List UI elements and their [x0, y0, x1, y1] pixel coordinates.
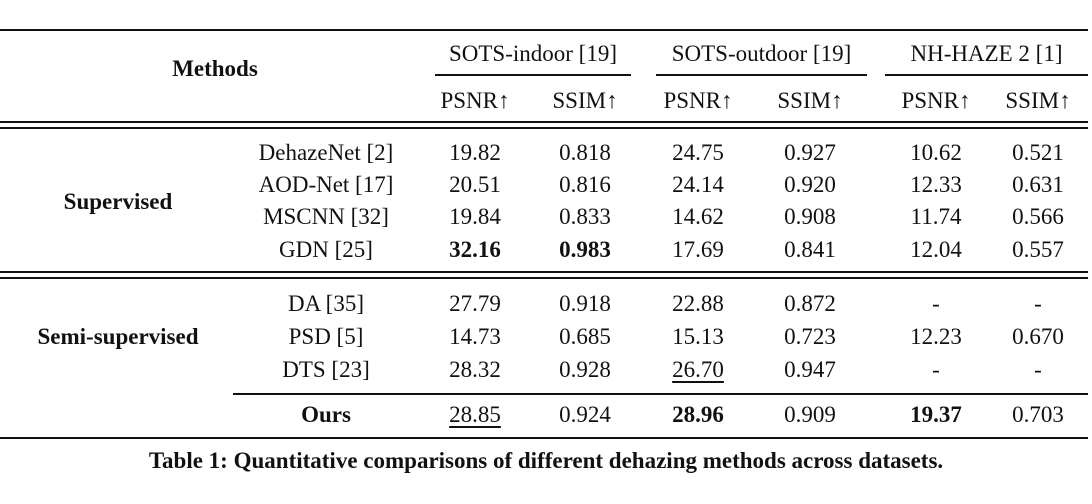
table-cell: 0.908	[784, 204, 836, 229]
table-cell: 22.88	[672, 291, 724, 316]
table-cell-best: 19.37	[910, 402, 962, 427]
underlined-value: 28.85	[449, 402, 501, 427]
method-name: DA [35]	[287, 291, 365, 316]
group-rule-nh-haze	[885, 74, 1088, 76]
table-cell: 0.816	[559, 172, 611, 197]
metric-header: PSNR↑	[440, 88, 510, 113]
table-cell: 0.928	[559, 357, 611, 382]
table-cell: 0.920	[784, 172, 836, 197]
table-cell: 24.14	[672, 172, 724, 197]
table-cell: 0.723	[784, 324, 836, 349]
table-cell: 0.872	[784, 291, 836, 316]
group-header-nh-haze: NH-HAZE 2 [1]	[910, 41, 1063, 66]
table-caption: Table 1: Quantitative comparisons of dif…	[148, 448, 944, 473]
table-cell-best: 28.96	[672, 402, 724, 427]
underlined-value: 26.70	[672, 357, 724, 382]
header-rule-1	[0, 121, 1088, 123]
metric-header: SSIM↑	[1005, 88, 1071, 113]
methods-header: Methods	[172, 56, 258, 81]
table-cell: 11.74	[910, 204, 962, 229]
method-name-ours: Ours	[301, 402, 351, 427]
table-cell-best: 32.16	[449, 237, 501, 262]
group-header-sots-indoor: SOTS-indoor [19]	[448, 41, 618, 66]
section-rule-1	[0, 271, 1088, 273]
bottom-rule	[0, 437, 1088, 439]
table-cell: 0.841	[784, 237, 836, 262]
table-cell: 27.79	[449, 291, 501, 316]
header-rule-2	[0, 127, 1088, 129]
table-cell: 14.73	[449, 324, 501, 349]
table-cell: -	[1034, 357, 1042, 382]
table-cell: 0.703	[1012, 402, 1064, 427]
method-name: MSCNN [32]	[263, 204, 389, 229]
table-cell: 0.818	[559, 140, 611, 165]
table-cell: -	[932, 291, 940, 316]
table-cell: 17.69	[672, 237, 724, 262]
table-cell: 0.924	[559, 402, 611, 427]
ours-rule	[233, 393, 1088, 395]
method-name: DehazeNet [2]	[258, 140, 394, 165]
table-cell: 12.23	[910, 324, 962, 349]
table-cell: 15.13	[672, 324, 724, 349]
table-cell-second: 28.85	[415, 401, 535, 429]
method-name: PSD [5]	[288, 324, 364, 349]
metric-header: SSIM↑	[552, 88, 618, 113]
metric-header: SSIM↑	[777, 88, 843, 113]
table-cell: 19.84	[449, 204, 501, 229]
table-cell: -	[1034, 291, 1042, 316]
metric-header: PSNR↑	[663, 88, 733, 113]
top-rule	[0, 29, 1088, 31]
table-cell: 10.62	[910, 140, 962, 165]
method-name: AOD-Net [17]	[258, 172, 394, 197]
table-cell-best: 0.983	[559, 237, 611, 262]
method-name: DTS [23]	[282, 357, 370, 382]
table-cell: -	[932, 357, 940, 382]
table-cell: 19.82	[449, 140, 501, 165]
table-cell: 0.631	[1012, 172, 1064, 197]
table-cell: 12.04	[910, 237, 962, 262]
metric-header: PSNR↑	[901, 88, 971, 113]
table-cell: 0.918	[559, 291, 611, 316]
group-header-sots-outdoor: SOTS-outdoor [19]	[671, 41, 852, 66]
table-cell: 0.927	[784, 140, 836, 165]
group-rule-sots-outdoor	[656, 74, 867, 76]
group-rule-sots-indoor	[435, 74, 631, 76]
table-cell: 0.557	[1012, 237, 1064, 262]
table-cell: 20.51	[449, 172, 501, 197]
section-label-supervised: Supervised	[63, 189, 173, 214]
table-cell: 0.670	[1012, 324, 1064, 349]
table-cell: 0.566	[1012, 204, 1064, 229]
table-cell: 24.75	[672, 140, 724, 165]
table-cell-second: 26.70	[638, 356, 758, 384]
table-cell: 0.909	[784, 402, 836, 427]
section-rule-2	[0, 277, 1088, 279]
table-cell: 28.32	[449, 357, 501, 382]
table-cell: 0.833	[559, 204, 611, 229]
table-cell: 0.521	[1012, 140, 1064, 165]
table-cell: 14.62	[672, 204, 724, 229]
section-label-semi-supervised: Semi-supervised	[37, 324, 199, 349]
table-cell: 0.947	[784, 357, 836, 382]
table-cell: 0.685	[559, 324, 611, 349]
method-name: GDN [25]	[279, 237, 373, 262]
table-cell: 12.33	[910, 172, 962, 197]
